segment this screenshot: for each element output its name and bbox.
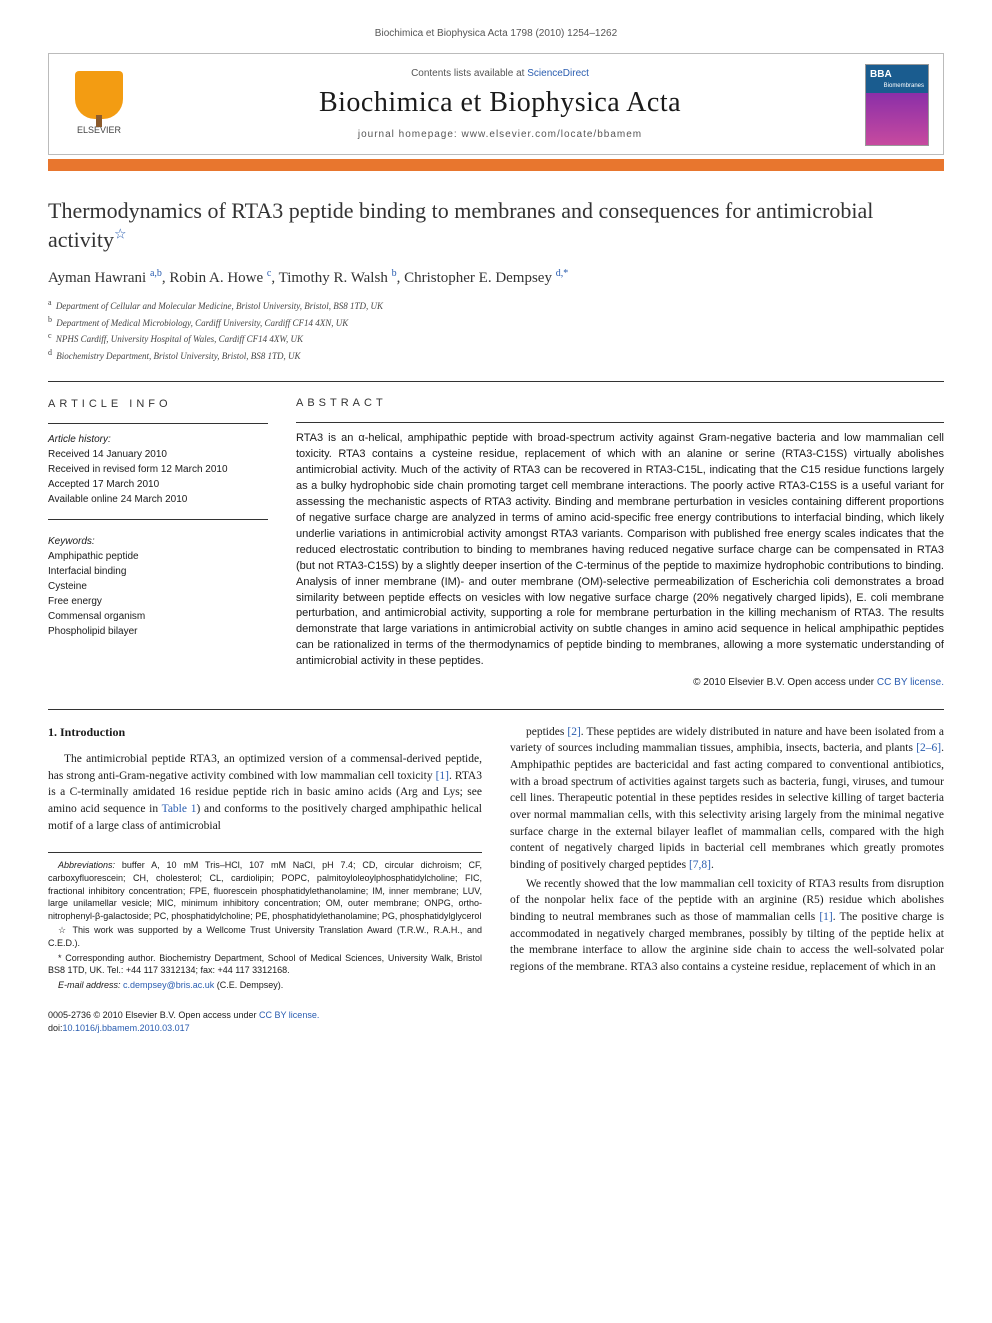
footer-bar: 0005-2736 © 2010 Elsevier B.V. Open acce… [48, 1009, 482, 1034]
cover-sublabel: Biomembranes [884, 83, 924, 89]
abstract-copyright: © 2010 Elsevier B.V. Open access under C… [296, 676, 944, 691]
keyword: Phospholipid bilayer [48, 624, 268, 639]
ref-link[interactable]: [1] [436, 770, 449, 782]
divider [48, 709, 944, 710]
keywords-label: Keywords: [48, 534, 268, 549]
abstract-label: ABSTRACT [296, 396, 944, 412]
article-info-label: ARTICLE INFO [48, 396, 268, 413]
body-paragraph: We recently showed that the low mammalia… [510, 876, 944, 976]
funding-footnote: ☆ This work was supported by a Wellcome … [48, 924, 482, 949]
journal-homepage: journal homepage: www.elsevier.com/locat… [135, 129, 865, 140]
author-list: Ayman Hawrani a,b, Robin A. Howe c, Timo… [48, 268, 944, 287]
keyword: Cysteine [48, 579, 268, 594]
license-prefix: Open access under [787, 677, 877, 688]
footer-license-link[interactable]: CC BY license. [259, 1010, 319, 1020]
body-column-right: peptides [2]. These peptides are widely … [510, 724, 944, 1035]
license-link[interactable]: CC BY license. [877, 677, 944, 688]
history-line: Accepted 17 March 2010 [48, 477, 268, 492]
article-info-column: ARTICLE INFO Article history: Received 1… [48, 396, 268, 691]
elsevier-tree-icon [75, 71, 123, 119]
abstract-text: RTA3 is an α-helical, amphipathic peptid… [296, 431, 944, 670]
affiliations: a Department of Cellular and Molecular M… [48, 297, 944, 363]
title-text: Thermodynamics of RTA3 peptide binding t… [48, 198, 873, 252]
footnotes: Abbreviations: buffer A, 10 mM Tris–HCl,… [48, 852, 482, 991]
corresponding-footnote: * Corresponding author. Biochemistry Dep… [48, 952, 482, 977]
accent-bar [48, 159, 944, 171]
footer-license-prefix: Open access under [178, 1010, 259, 1020]
affiliation-line: a Department of Cellular and Molecular M… [48, 297, 944, 314]
abstract-column: ABSTRACT RTA3 is an α-helical, amphipath… [296, 396, 944, 691]
abbrev-label: Abbreviations: [58, 860, 115, 870]
contents-line: Contents lists available at ScienceDirec… [135, 68, 865, 79]
article-title: Thermodynamics of RTA3 peptide binding t… [48, 197, 944, 254]
history-line: Available online 24 March 2010 [48, 492, 268, 507]
issn-line: 0005-2736 © 2010 Elsevier B.V. [48, 1010, 176, 1020]
body-paragraph: peptides [2]. These peptides are widely … [510, 724, 944, 874]
doi-link[interactable]: 10.1016/j.bbamem.2010.03.017 [63, 1023, 190, 1033]
sciencedirect-link[interactable]: ScienceDirect [527, 68, 589, 79]
running-header: Biochimica et Biophysica Acta 1798 (2010… [48, 28, 944, 39]
email-link[interactable]: c.dempsey@bris.ac.uk [123, 980, 214, 990]
copyright-text: © 2010 Elsevier B.V. [693, 677, 785, 688]
body-paragraph: The antimicrobial peptide RTA3, an optim… [48, 751, 482, 834]
homepage-url: www.elsevier.com/locate/bbamem [462, 129, 643, 140]
cover-label: BBA [870, 69, 924, 80]
ref-link[interactable]: [1] [819, 911, 832, 923]
journal-cover-thumbnail: BBA Biomembranes [865, 64, 929, 146]
homepage-prefix: journal homepage: [358, 129, 462, 140]
history-line: Received in revised form 12 March 2010 [48, 462, 268, 477]
title-star-icon: ☆ [114, 227, 127, 242]
keyword: Amphipathic peptide [48, 549, 268, 564]
email-suffix: (C.E. Dempsey). [214, 980, 283, 990]
body-column-left: 1. Introduction The antimicrobial peptid… [48, 724, 482, 1035]
keywords-list: Amphipathic peptideInterfacial bindingCy… [48, 549, 268, 639]
contents-prefix: Contents lists available at [411, 68, 527, 79]
elsevier-logo: ELSEVIER [63, 64, 135, 142]
journal-masthead: ELSEVIER Contents lists available at Sci… [48, 53, 944, 155]
history-line: Received 14 January 2010 [48, 447, 268, 462]
keyword: Free energy [48, 594, 268, 609]
ref-link[interactable]: [2] [567, 726, 580, 738]
abbreviations-footnote: Abbreviations: buffer A, 10 mM Tris–HCl,… [48, 859, 482, 922]
keyword: Interfacial binding [48, 564, 268, 579]
keyword: Commensal organism [48, 609, 268, 624]
journal-title: Biochimica et Biophysica Acta [135, 87, 865, 119]
body-columns: 1. Introduction The antimicrobial peptid… [48, 724, 944, 1035]
section-heading: 1. Introduction [48, 724, 482, 741]
affiliation-line: c NPHS Cardiff, University Hospital of W… [48, 330, 944, 347]
email-label: E-mail address: [58, 980, 121, 990]
history-list: Received 14 January 2010Received in revi… [48, 447, 268, 507]
ref-link[interactable]: [2–6] [916, 742, 941, 754]
affiliation-line: b Department of Medical Microbiology, Ca… [48, 314, 944, 331]
divider [48, 381, 944, 382]
ref-link[interactable]: [7,8] [689, 859, 711, 871]
table-link[interactable]: Table 1 [162, 803, 197, 815]
history-label: Article history: [48, 432, 268, 447]
affiliation-line: d Biochemistry Department, Bristol Unive… [48, 347, 944, 364]
doi-prefix: doi: [48, 1023, 63, 1033]
email-footnote: E-mail address: c.dempsey@bris.ac.uk (C.… [48, 979, 482, 992]
